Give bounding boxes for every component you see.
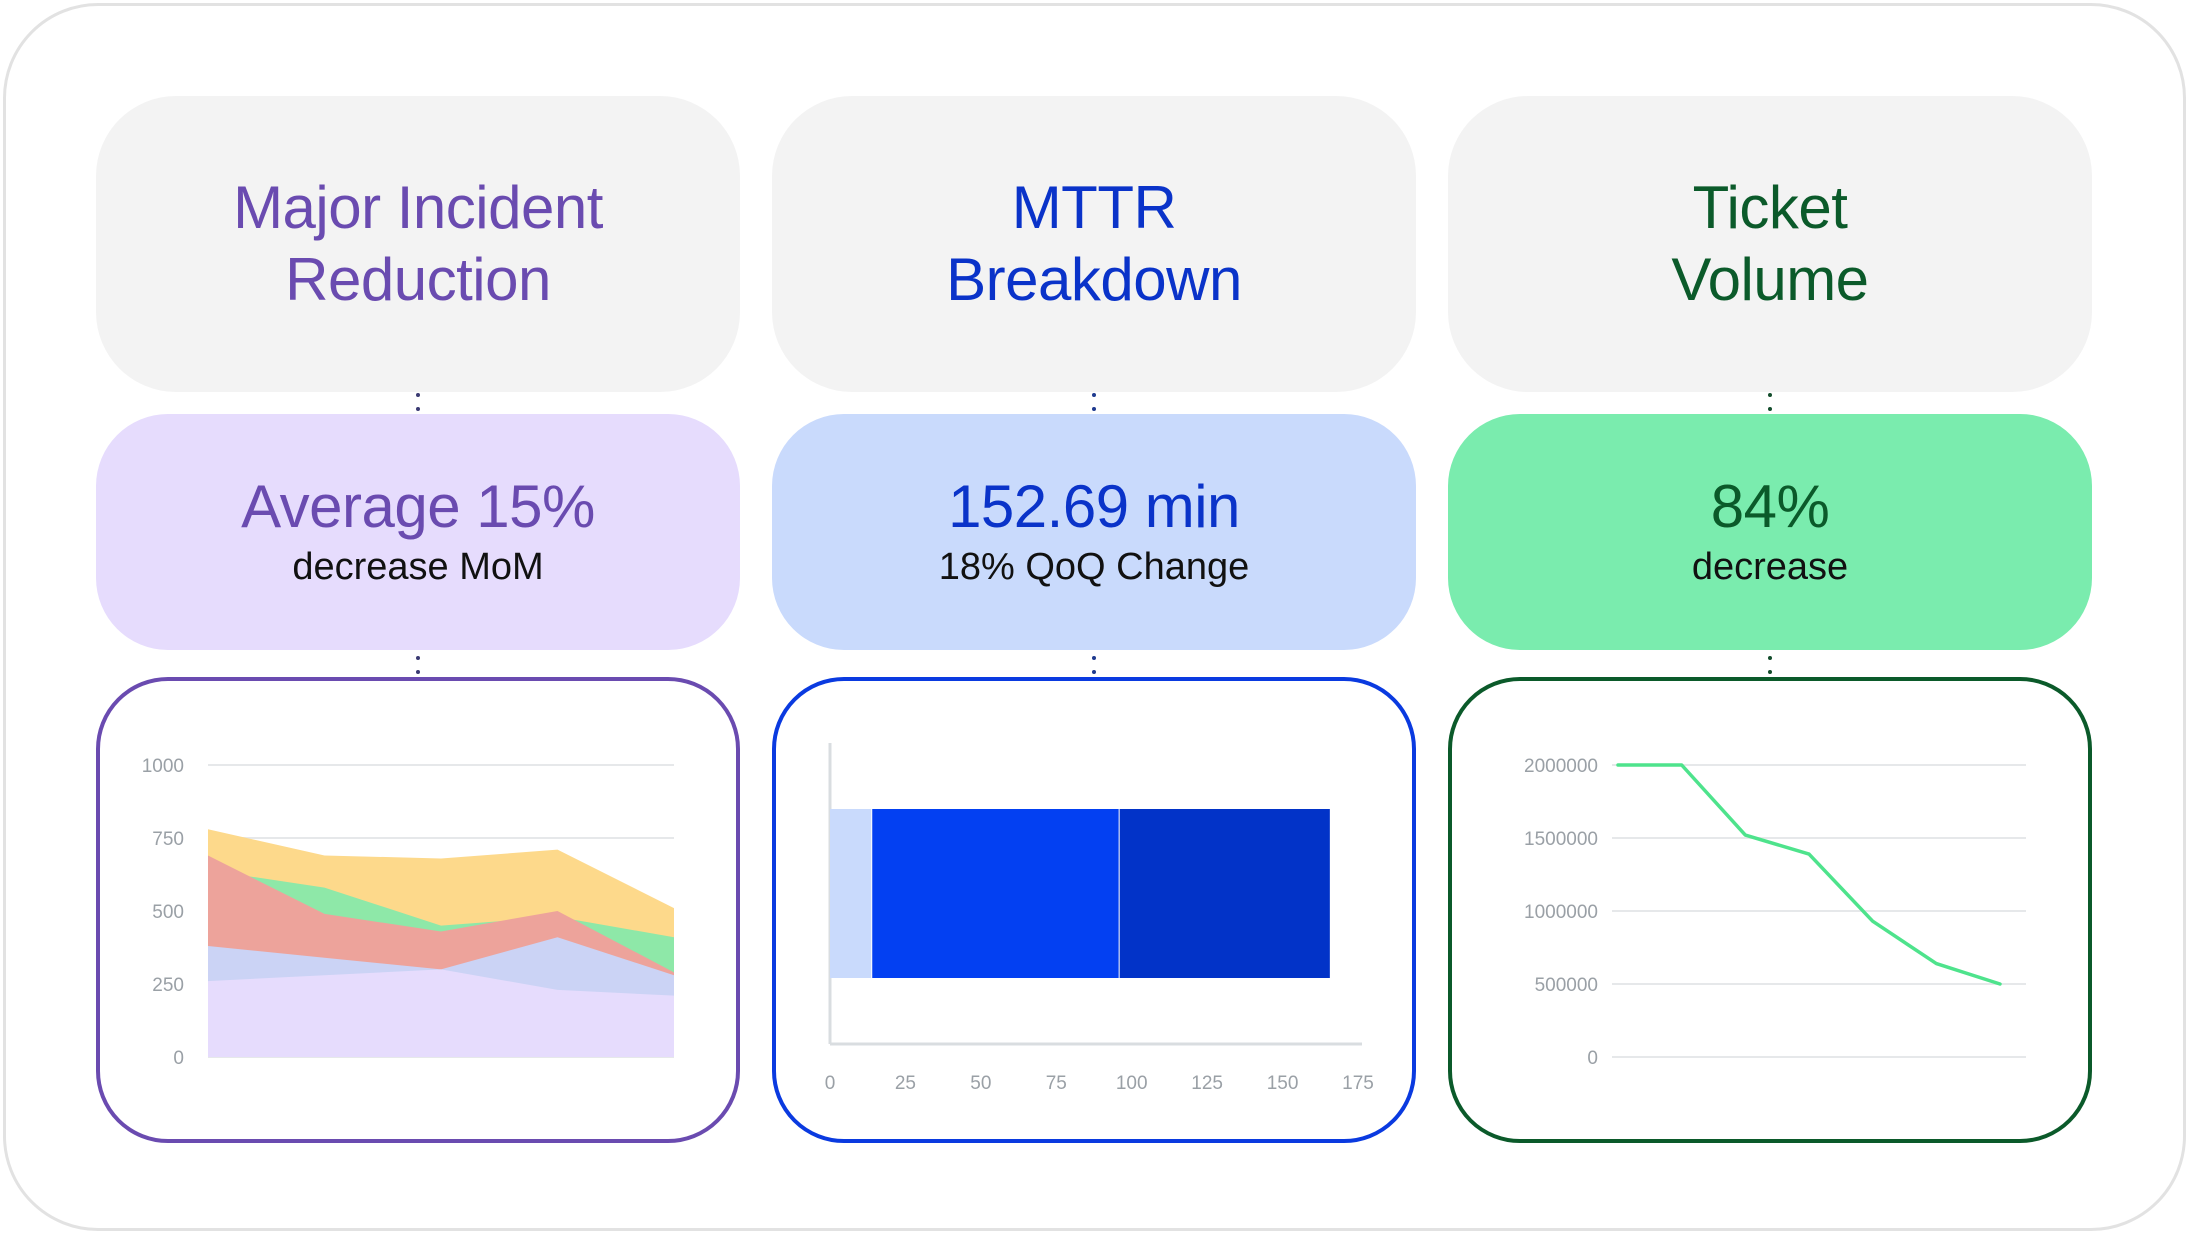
connector-dots	[1092, 656, 1096, 674]
metric-box: Average 15% decrease MoM	[96, 414, 740, 650]
area-series	[208, 969, 674, 1057]
y-tick-label: 0	[1587, 1048, 1598, 1069]
connector-dots	[416, 656, 420, 674]
metric-subtitle: 18% QoQ Change	[938, 546, 1250, 588]
metric-box: 84% decrease	[1448, 414, 2092, 650]
x-tick-label: 125	[1191, 1073, 1223, 1094]
x-tick-label: 150	[1267, 1073, 1299, 1094]
panel-title-box: Major Incident Reduction	[96, 96, 740, 392]
x-tick-label: 50	[970, 1073, 991, 1094]
panel-title-line: Volume	[1671, 246, 1869, 313]
x-tick-label: 100	[1116, 1073, 1148, 1094]
panel-title-line: Ticket	[1692, 174, 1848, 241]
connector-dots	[1092, 393, 1096, 411]
x-tick-label: 25	[895, 1073, 916, 1094]
y-tick-label: 1000	[142, 756, 184, 777]
metric-subtitle: decrease	[1691, 546, 1849, 588]
area-chart: 0 250 500 750 1000	[142, 756, 674, 1069]
bar-segment	[830, 809, 872, 978]
y-tick-label: 1500000	[1524, 829, 1598, 850]
panel-title-line: MTTR	[1011, 174, 1177, 241]
chart-box: 0 250 500 750 1000	[96, 677, 740, 1143]
chart-box: 0 25 50 75 100 125 150 175	[772, 677, 1416, 1143]
bar-segment	[1119, 809, 1330, 978]
x-tick-label: 75	[1046, 1073, 1067, 1094]
line-series	[1616, 763, 2002, 986]
metric-value: 152.69 min	[948, 473, 1240, 540]
y-tick-label: 500	[152, 902, 184, 923]
panel-title-line: Reduction	[285, 246, 551, 313]
metric-value: Average 15%	[241, 473, 595, 540]
y-tick-label: 500000	[1535, 975, 1598, 996]
y-tick-label: 250	[152, 975, 184, 996]
chart-box: 0 500000 1000000 1500000 2000000	[1448, 677, 2092, 1143]
panel-title-line: Major Incident	[233, 174, 603, 241]
panel-title-box: MTTR Breakdown	[772, 96, 1416, 392]
metric-subtitle: decrease MoM	[292, 546, 544, 588]
y-tick-label: 2000000	[1524, 756, 1598, 777]
bar-chart: 0 25 50 75 100 125 150 175	[825, 743, 1374, 1094]
y-tick-label: 750	[152, 829, 184, 850]
panel-title-box: Ticket Volume	[1448, 96, 2092, 392]
metric-value: 84%	[1710, 473, 1830, 540]
connector-dots	[416, 393, 420, 411]
x-tick-label: 175	[1342, 1073, 1374, 1094]
y-tick-label: 1000000	[1524, 902, 1598, 923]
y-tick-label: 0	[173, 1048, 184, 1069]
x-tick-label: 0	[825, 1073, 836, 1094]
metric-box: 152.69 min 18% QoQ Change	[772, 414, 1416, 650]
bar-segment	[872, 809, 1119, 978]
connector-dots	[1768, 393, 1772, 411]
connector-dots	[1768, 656, 1772, 674]
line-chart: 0 500000 1000000 1500000 2000000	[1524, 756, 2026, 1069]
panel-title-line: Breakdown	[946, 246, 1242, 313]
